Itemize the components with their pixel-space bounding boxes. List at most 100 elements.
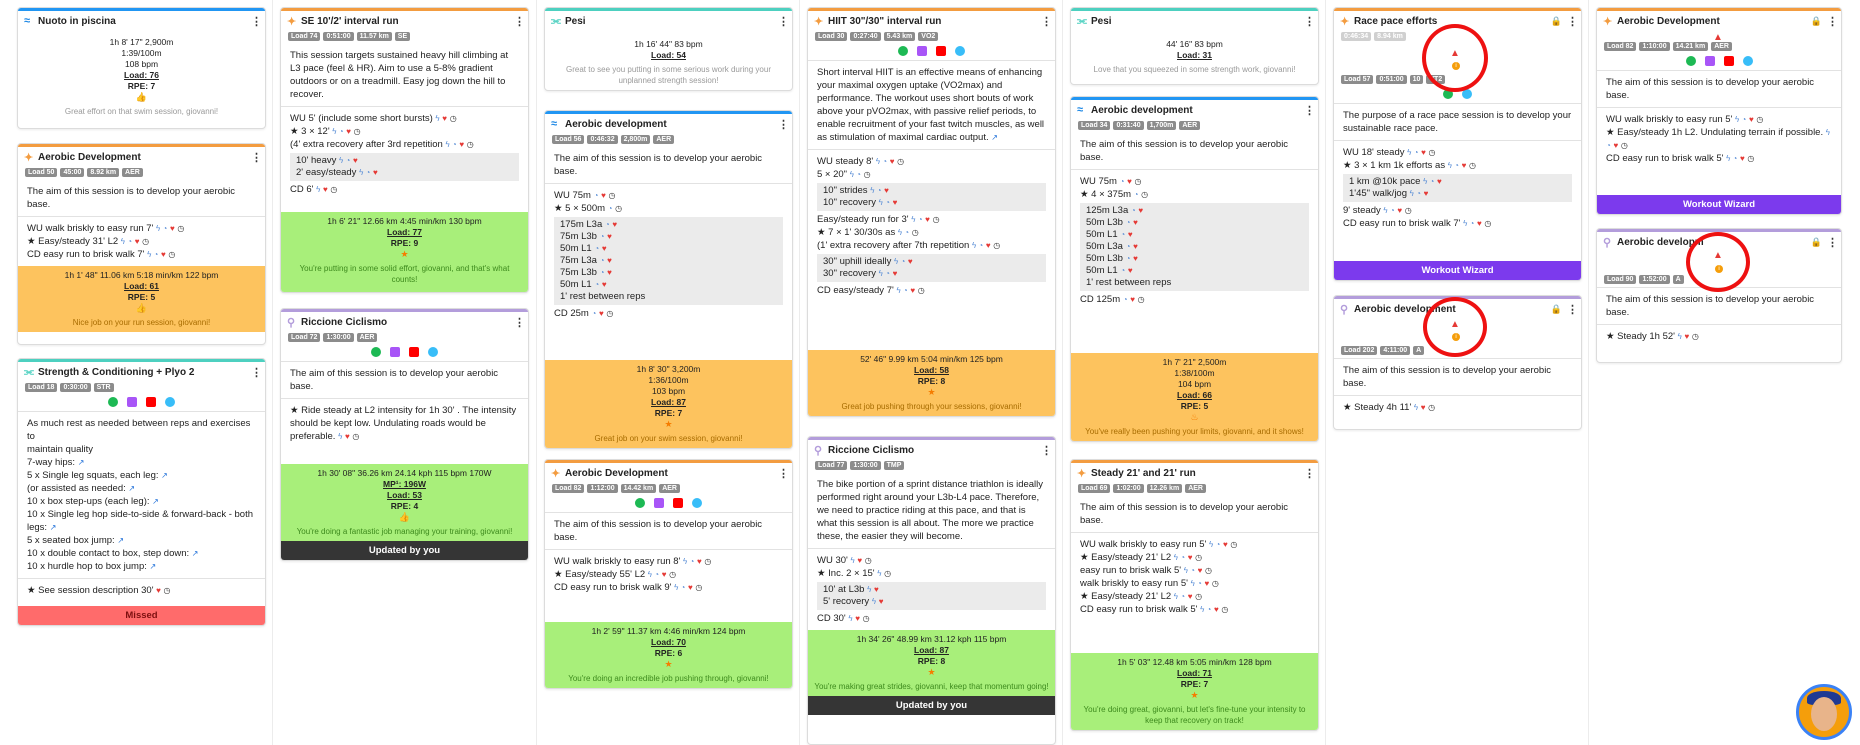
service-icons bbox=[281, 345, 528, 361]
step: 10" recovery bbox=[823, 197, 877, 208]
podcast-icon[interactable] bbox=[1462, 89, 1472, 99]
lock-icon[interactable]: 🔒 bbox=[1550, 303, 1562, 314]
session-description: The aim of this session is to develop yo… bbox=[1080, 139, 1289, 163]
lock-icon[interactable]: 🔒 bbox=[1550, 15, 1562, 26]
annotation-circle bbox=[1422, 24, 1488, 92]
run-session-card[interactable]: ✦ Aerobic Development 🔒 ⋮ Load 82 1:10:00 14.… bbox=[1596, 7, 1842, 215]
external-link-icon[interactable]: ↗ bbox=[49, 523, 57, 532]
result-load: Load: 87 bbox=[651, 397, 686, 407]
playlist-icon[interactable] bbox=[390, 347, 400, 357]
kebab-menu-icon[interactable]: ⋮ bbox=[778, 467, 789, 480]
playlist-icon[interactable] bbox=[654, 498, 664, 508]
lock-icon[interactable]: 🔒 bbox=[1810, 15, 1822, 26]
sport-color-bar bbox=[1334, 8, 1581, 11]
spotify-icon[interactable] bbox=[371, 347, 381, 357]
podcast-icon[interactable] bbox=[955, 46, 965, 56]
run-session-card[interactable]: ✦ Steady 21' and 21' run ⋮ Load 69 1:02:00 1… bbox=[1070, 459, 1319, 731]
kebab-menu-icon[interactable]: ⋮ bbox=[1304, 15, 1315, 28]
kebab-menu-icon[interactable]: ⋮ bbox=[251, 15, 262, 28]
swim-session-card[interactable]: ≈ Aerobic development ⋮ Load 34 0:31:40 1,70… bbox=[1070, 96, 1319, 442]
tag-load: Load 202 bbox=[1341, 346, 1378, 355]
step: 2' easy/steady bbox=[296, 167, 357, 178]
kebab-menu-icon[interactable]: ⋮ bbox=[778, 15, 789, 28]
session-description: The aim of this session is to develop yo… bbox=[1597, 70, 1841, 107]
run-session-card[interactable]: ✦ Race pace efforts 🔒 ⋮ 0:46:34 8.94 km Load… bbox=[1333, 7, 1582, 281]
strength-session-card[interactable]: ⫘ Pesi ⋮ 1h 16' 44" 83 bpm Load: 54 Great … bbox=[544, 7, 793, 91]
youtube-icon[interactable] bbox=[936, 46, 946, 56]
tag-type: AER bbox=[1179, 121, 1201, 130]
workout-wizard-button[interactable]: Workout Wizard bbox=[1597, 195, 1841, 214]
podcast-icon[interactable] bbox=[428, 347, 438, 357]
kebab-menu-icon[interactable]: ⋮ bbox=[251, 151, 262, 164]
run-session-card[interactable]: ✦ SE 10'/2' interval run ⋮ Load 74 0:51:00 1… bbox=[280, 7, 529, 293]
external-link-icon[interactable]: ↗ bbox=[991, 133, 998, 142]
swim-session-card[interactable]: ≈ Aerobic development ⋮ Load 56 0:46:32 2,80… bbox=[544, 110, 793, 449]
cycle-session-card[interactable]: ⚲ Riccione Ciclismo ⋮ Load 77 1:30:00 TMP Th… bbox=[807, 436, 1056, 745]
spotify-icon[interactable] bbox=[1685, 56, 1696, 66]
kebab-menu-icon[interactable]: ⋮ bbox=[1304, 104, 1315, 117]
user-avatar[interactable] bbox=[1796, 684, 1852, 740]
strength-session-card[interactable]: ⫘ Pesi ⋮ 44' 16" 83 bpm Load: 31 Love that… bbox=[1070, 7, 1319, 85]
step: 1 km @10k pace bbox=[1349, 176, 1421, 187]
playlist-icon[interactable] bbox=[1704, 56, 1715, 66]
youtube-icon[interactable] bbox=[673, 498, 683, 508]
kebab-menu-icon[interactable]: ⋮ bbox=[1827, 15, 1838, 28]
kebab-menu-icon[interactable]: ⋮ bbox=[1041, 444, 1052, 457]
youtube-icon[interactable] bbox=[146, 397, 156, 407]
thumbs-up-icon: 👍 bbox=[135, 303, 148, 313]
kebab-menu-icon[interactable]: ⋮ bbox=[1304, 467, 1315, 480]
lock-icon[interactable]: 🔒 bbox=[1810, 236, 1822, 247]
spotify-icon[interactable] bbox=[635, 498, 645, 508]
external-link-icon[interactable]: ↗ bbox=[77, 458, 85, 467]
external-link-icon[interactable]: ↗ bbox=[117, 536, 125, 545]
tag-type: AER bbox=[1711, 42, 1732, 51]
run-session-card[interactable]: ✦ Aerobic Development ⋮ Load 82 1:12:00 14.4… bbox=[544, 459, 793, 689]
cycle-session-card[interactable]: ⚲ Riccione Ciclismo ⋮ Load 72 1:30:00 AER Th… bbox=[280, 308, 529, 561]
updated-status-button[interactable]: Updated by you bbox=[281, 541, 528, 560]
description-text: Short interval HIIT is an effective mean… bbox=[817, 67, 1045, 143]
podcast-icon[interactable] bbox=[165, 397, 175, 407]
external-link-icon[interactable]: ↗ bbox=[149, 562, 157, 571]
kebab-menu-icon[interactable]: ⋮ bbox=[1827, 236, 1838, 249]
tag-duration: 0:51:00 bbox=[323, 32, 354, 41]
swim-session-card[interactable]: ≈ Nuoto in piscina ⋮ 1h 8' 17" 2,900m 1:39… bbox=[17, 7, 266, 129]
runner-icon: ✦ bbox=[1603, 15, 1613, 28]
kebab-menu-icon[interactable]: ⋮ bbox=[1041, 15, 1052, 28]
podcast-icon[interactable] bbox=[1742, 56, 1753, 66]
external-link-icon[interactable]: ↗ bbox=[152, 497, 159, 506]
workout-wizard-button[interactable]: Workout Wizard bbox=[1334, 261, 1581, 280]
sport-color-bar bbox=[18, 8, 265, 11]
step: WU walk briskly to easy run 8' bbox=[554, 556, 681, 567]
step: easy run to brisk walk 5' bbox=[1080, 565, 1182, 576]
kebab-menu-icon[interactable]: ⋮ bbox=[1567, 15, 1578, 28]
spotify-icon[interactable] bbox=[108, 397, 118, 407]
podcast-icon[interactable] bbox=[692, 498, 702, 508]
youtube-icon[interactable] bbox=[409, 347, 419, 357]
spotify-icon[interactable] bbox=[1443, 89, 1453, 99]
step: 50m L1 bbox=[560, 279, 592, 290]
external-link-icon[interactable]: ↗ bbox=[161, 471, 168, 480]
result-rpe: RPE: 8 bbox=[917, 656, 946, 666]
day-column bbox=[273, 0, 537, 745]
strength-session-card[interactable]: ⫘ Strength & Conditioning + Plyo 2 ⋮ Load … bbox=[17, 358, 266, 626]
step: (4' extra recovery after 3rd repetition bbox=[290, 139, 443, 150]
kebab-menu-icon[interactable]: ⋮ bbox=[778, 118, 789, 131]
kebab-menu-icon[interactable]: ⋮ bbox=[514, 15, 525, 28]
missed-status-button[interactable]: Missed bbox=[18, 606, 265, 625]
run-session-card[interactable]: ✦ HIIT 30"/30" interval run ⋮ Load 30 0:27:… bbox=[807, 7, 1056, 417]
updated-status-button[interactable]: Updated by you bbox=[808, 696, 1055, 715]
kebab-menu-icon[interactable]: ⋮ bbox=[514, 316, 525, 329]
runner-icon: ✦ bbox=[1077, 467, 1087, 480]
run-session-card[interactable]: ✦ Aerobic Development ⋮ Load 50 45:00 8.92 k… bbox=[17, 143, 266, 345]
kebab-menu-icon[interactable]: ⋮ bbox=[1567, 303, 1578, 316]
external-link-icon[interactable]: ↗ bbox=[128, 484, 136, 493]
kebab-menu-icon[interactable]: ⋮ bbox=[251, 366, 262, 379]
day-column bbox=[1326, 0, 1589, 745]
youtube-icon[interactable] bbox=[1723, 56, 1734, 66]
external-link-icon[interactable]: ↗ bbox=[191, 549, 199, 558]
playlist-icon[interactable] bbox=[127, 397, 137, 407]
playlist-icon[interactable] bbox=[917, 46, 927, 56]
tag-duration: 1:30:00 bbox=[850, 461, 881, 470]
spotify-icon[interactable] bbox=[898, 46, 908, 56]
day-column bbox=[0, 0, 273, 745]
